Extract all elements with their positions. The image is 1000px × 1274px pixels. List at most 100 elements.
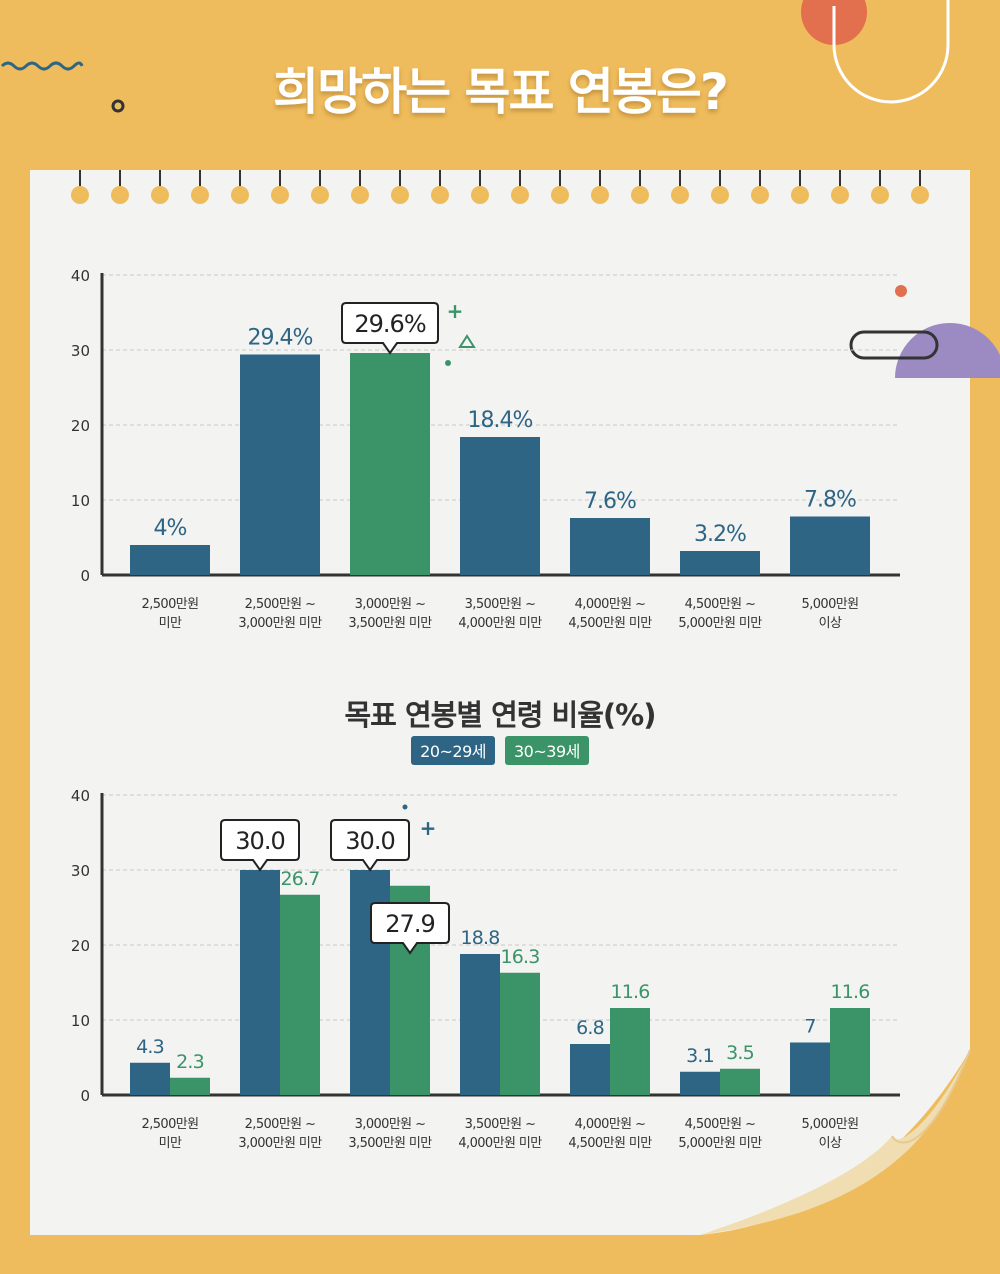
bar — [570, 518, 650, 575]
dot-decoration — [402, 804, 408, 810]
bar-30s — [170, 1077, 210, 1095]
value-label: 7.6% — [584, 489, 636, 514]
y-tick-label: 30 — [71, 862, 90, 880]
bar-30s — [500, 972, 540, 1095]
x-tick-label: 미만 — [159, 1136, 182, 1151]
x-tick-label: 4,500만원 미만 — [568, 616, 652, 631]
ring-decoration — [111, 99, 125, 113]
binder-hole — [271, 186, 289, 204]
binder-hole — [391, 186, 409, 204]
binder-hole — [871, 186, 889, 204]
callout-label: 30.0 — [235, 827, 284, 855]
value-label: 29.4% — [248, 326, 313, 351]
binder-hole — [511, 186, 529, 204]
binder-hole — [71, 186, 89, 204]
x-tick-label: 4,000만원 미만 — [458, 616, 542, 631]
y-tick-label: 0 — [80, 567, 90, 585]
callout-bubble — [341, 302, 439, 355]
x-tick-label: 3,500만원 미만 — [348, 616, 432, 631]
x-tick-label: 2,500만원 ~ — [245, 597, 316, 612]
legend-20s: 20~29세 — [411, 736, 495, 765]
bar — [790, 516, 870, 575]
callout-label: 29.6% — [354, 310, 425, 338]
value-label: 26.7 — [280, 868, 319, 890]
x-tick-label: 3,500만원 미만 — [348, 1136, 432, 1151]
binder-hole — [111, 186, 129, 204]
x-tick-label: 이상 — [819, 1136, 842, 1151]
callout-label: 30.0 — [345, 827, 394, 855]
dot-decoration — [895, 285, 907, 297]
bar — [460, 437, 540, 575]
bar-30s — [720, 1068, 760, 1095]
y-tick-label: 10 — [71, 1012, 90, 1030]
value-label: 7 — [804, 1016, 815, 1038]
value-label: 3.5 — [726, 1042, 754, 1064]
x-tick-label: 2,500만원 — [142, 597, 199, 612]
dot-decoration — [445, 360, 451, 366]
x-tick-label: 4,000만원 ~ — [575, 1117, 646, 1132]
x-tick-label: 4,500만원 ~ — [685, 1117, 756, 1132]
binder-hole — [751, 186, 769, 204]
binder-hole — [671, 186, 689, 204]
x-tick-label: 3,500만원 ~ — [465, 1117, 536, 1132]
value-label: 6.8 — [576, 1017, 604, 1039]
page-title: 희망하는 목표 연봉은? — [273, 63, 729, 121]
x-tick-label: 4,500만원 미만 — [568, 1136, 652, 1151]
x-tick-label: 3,500만원 ~ — [465, 597, 536, 612]
binder-hole — [431, 186, 449, 204]
x-tick-label: 이상 — [819, 616, 842, 631]
y-tick-label: 20 — [71, 937, 90, 955]
callout-bubble — [370, 902, 450, 955]
x-tick-label: 4,000만원 미만 — [458, 1136, 542, 1151]
x-tick-label: 4,500만원 ~ — [685, 597, 756, 612]
y-tick-label: 40 — [71, 267, 90, 285]
binder-hole — [191, 186, 209, 204]
bar-20s — [240, 870, 280, 1095]
binder-hole — [911, 186, 929, 204]
x-tick-label: 4,000만원 ~ — [575, 597, 646, 612]
value-label: 18.4% — [468, 408, 533, 433]
bar-20s — [680, 1071, 720, 1095]
bar-20s — [570, 1044, 610, 1095]
bar — [350, 353, 430, 575]
triangle-decoration — [458, 334, 476, 348]
binder-hole — [471, 186, 489, 204]
binder-hole — [311, 186, 329, 204]
binder-hole — [791, 186, 809, 204]
binder-hole — [631, 186, 649, 204]
x-tick-label: 3,000만원 미만 — [238, 616, 322, 631]
binder-hole — [351, 186, 369, 204]
callout-bubble — [330, 819, 410, 872]
value-label: 4% — [154, 516, 187, 541]
x-tick-label: 2,500만원 — [142, 1117, 199, 1132]
callout-label: 27.9 — [385, 910, 434, 938]
x-tick-label: 3,000만원 ~ — [355, 597, 426, 612]
bar-20s — [790, 1042, 830, 1095]
y-tick-label: 10 — [71, 492, 90, 510]
y-tick-label: 40 — [71, 787, 90, 805]
binder-hole — [231, 186, 249, 204]
bar — [680, 551, 760, 575]
value-label: 4.3 — [136, 1036, 164, 1058]
binder-hole — [591, 186, 609, 204]
bar-30s — [610, 1008, 650, 1095]
value-label: 11.6 — [610, 981, 649, 1003]
plus-decoration: + — [420, 816, 437, 840]
y-tick-label: 20 — [71, 417, 90, 435]
bar-30s — [830, 1008, 870, 1095]
y-tick-label: 30 — [71, 342, 90, 360]
bar-30s — [280, 894, 320, 1095]
x-tick-label: 2,500만원 ~ — [245, 1117, 316, 1132]
binder-hole — [831, 186, 849, 204]
curl-flap — [700, 1050, 970, 1235]
age-chart-title: 목표 연봉별 연령 비율(%) — [344, 698, 657, 732]
wave-decoration — [0, 61, 84, 71]
x-tick-label: 3,000만원 ~ — [355, 1117, 426, 1132]
value-label: 11.6 — [830, 981, 869, 1003]
y-tick-label: 0 — [80, 1087, 90, 1105]
purple-half-circle-decoration — [895, 323, 1000, 378]
legend-30s: 30~39세 — [505, 736, 589, 765]
